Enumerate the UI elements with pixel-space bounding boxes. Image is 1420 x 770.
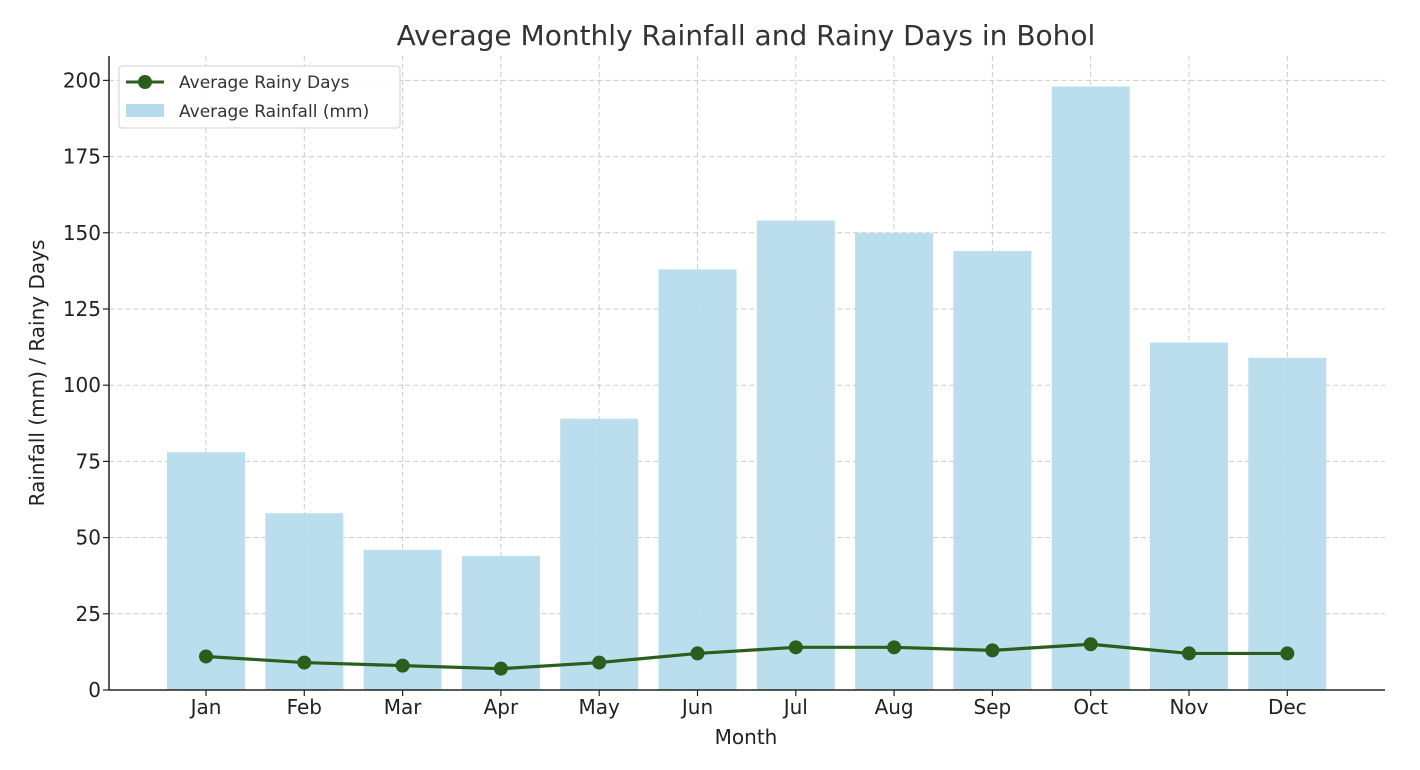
bar-rainfall-sep [953,251,1032,691]
point-rainy-days-dec [1280,646,1295,661]
x-tick-label-jul: Jul [782,695,808,719]
bar-rainfall-dec [1248,357,1327,690]
y-tick-label: 0 [88,678,101,702]
point-rainy-days-feb [297,655,312,670]
y-tick-label: 50 [76,526,101,550]
x-tick-label-may: May [579,695,621,719]
bar-rainfall-oct [1051,86,1130,690]
x-tick-label-aug: Aug [875,695,914,719]
y-tick-label: 100 [63,373,101,397]
point-rainy-days-oct [1083,637,1098,652]
bar-rainfall-may [560,418,639,690]
legend-swatch-rainfall [126,104,164,117]
chart-title: Average Monthly Rainfall and Rainy Days … [397,19,1096,52]
y-tick-label: 175 [63,145,101,169]
bar-rainfall-nov [1150,342,1228,690]
x-tick-label-feb: Feb [287,695,322,719]
point-rainy-days-jun [690,646,705,661]
x-tick-label-sep: Sep [974,695,1012,719]
point-rainy-days-nov [1182,646,1196,661]
bar-series [167,86,1327,691]
point-rainy-days-sep [985,643,1000,658]
y-tick-label: 25 [76,602,101,626]
bar-rainfall-jul [756,220,835,690]
point-rainy-days-jan [199,649,213,664]
legend: Average Rainy Days Average Rainfall (mm) [118,65,401,129]
point-rainy-days-apr [493,661,508,676]
y-tick-label: 150 [63,221,101,245]
legend-marker-rainy-days [138,75,152,89]
x-tick-label-mar: Mar [384,695,423,719]
legend-label-rainy-days: Average Rainy Days [179,73,350,93]
y-tick-label: 75 [76,449,101,473]
point-rainy-days-jul [788,640,803,655]
y-tick-label: 125 [63,297,101,321]
x-tick-label-dec: Dec [1268,695,1307,719]
x-tick-label-oct: Oct [1073,695,1108,719]
x-tick-label-jan: Jan [189,695,222,719]
x-tick-label-apr: Apr [484,695,519,719]
y-tick-label: 200 [63,68,101,92]
y-axis-title: Rainfall (mm) / Rainy Days [25,240,49,507]
x-tick-label-nov: Nov [1169,695,1208,719]
x-axis-title: Month [715,725,778,749]
point-rainy-days-may [592,655,607,670]
ticks: 0 25 50 75 100 125 150 175 200 Jan Feb Mar Apr May Jun… [63,68,1307,719]
point-rainy-days-mar [395,658,410,673]
line-series [199,637,1295,676]
bar-rainfall-aug [855,232,934,691]
bar-rainfall-jun [658,269,737,690]
legend-box [118,65,401,129]
x-tick-label-jun: Jun [680,695,713,719]
axes [108,56,1385,691]
legend-label-rainfall: Average Rainfall (mm) [179,102,369,122]
line-rainy-days [205,642,1288,671]
point-rainy-days-aug [887,640,902,655]
